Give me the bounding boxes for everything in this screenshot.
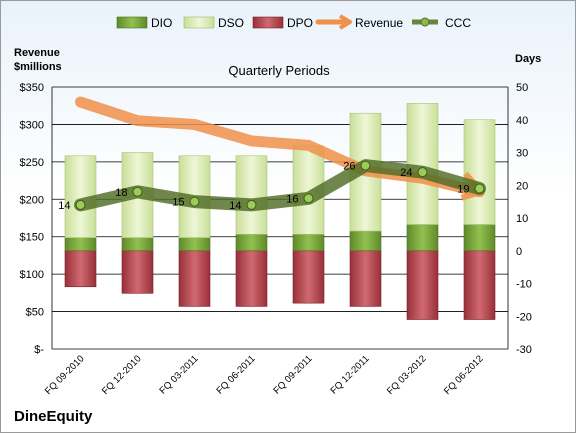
bar-dpo bbox=[178, 250, 211, 307]
legend-arrowhead-revenue bbox=[338, 14, 352, 30]
right-tick-label: 20 bbox=[516, 180, 528, 192]
right-tick-label: -30 bbox=[516, 344, 532, 356]
ccc-point bbox=[132, 186, 143, 197]
bar-dio bbox=[235, 234, 268, 252]
left-tick-label: $300 bbox=[20, 119, 44, 131]
ccc-point bbox=[246, 199, 257, 210]
category-label: FQ 12-2010 bbox=[100, 353, 144, 397]
bar-dpo bbox=[406, 250, 439, 320]
lines-layer: 14 18 15 14 16 26 24 19 bbox=[58, 96, 486, 212]
bar-dpo bbox=[463, 250, 496, 320]
right-tick-label: -20 bbox=[516, 311, 532, 323]
legend-label-ccc: CCC bbox=[445, 16, 471, 30]
left-tick-label: $100 bbox=[20, 269, 44, 281]
legend: DIO DSO DPO Revenue CCC bbox=[116, 14, 471, 30]
left-tick-label: $150 bbox=[20, 232, 44, 244]
category-label: FQ 06-2012 bbox=[442, 353, 486, 397]
ccc-point bbox=[417, 167, 428, 178]
left-tick-label: $350 bbox=[20, 82, 44, 94]
ccc-point bbox=[303, 193, 314, 204]
legend-label-revenue: Revenue bbox=[355, 16, 403, 30]
bar-dio bbox=[406, 224, 439, 252]
tick-labels: $- $50 $100 $150 $200 $250 $300 $350 -30 -20 -10 0 1… bbox=[20, 82, 532, 397]
right-tick-label: -10 bbox=[516, 279, 532, 291]
ccc-data-label: 24 bbox=[400, 167, 412, 179]
category-label: FQ 06-2011 bbox=[214, 353, 257, 396]
ccc-point bbox=[189, 196, 200, 207]
left-tick-label: $200 bbox=[20, 194, 44, 206]
ccc-data-label: 19 bbox=[457, 184, 469, 196]
legend-label-dso: DSO bbox=[218, 16, 244, 30]
category-label: FQ 12-2011 bbox=[328, 353, 371, 396]
right-tick-label: 10 bbox=[516, 213, 528, 225]
gridlines bbox=[51, 86, 509, 350]
ccc-line bbox=[74, 159, 486, 212]
ccc-data-label: 18 bbox=[115, 187, 127, 199]
left-tick-label: $50 bbox=[26, 307, 44, 319]
bar-dso bbox=[463, 119, 496, 225]
ccc-point bbox=[360, 160, 371, 171]
left-tick-label: $- bbox=[34, 344, 44, 356]
legend-marker-ccc bbox=[420, 17, 430, 27]
ccc-point bbox=[75, 199, 86, 210]
left-axis-title-line2: $millions bbox=[14, 61, 62, 73]
category-label: FQ 09-2010 bbox=[43, 353, 87, 397]
right-axis-title: Days bbox=[515, 53, 541, 65]
legend-label-dpo: DPO bbox=[287, 16, 313, 30]
legend-label-dio: DIO bbox=[151, 16, 172, 30]
right-tick-label: 50 bbox=[516, 82, 528, 94]
bar-dpo bbox=[121, 250, 154, 294]
ccc-data-label: 14 bbox=[58, 200, 70, 212]
company-name: DineEquity bbox=[14, 408, 93, 425]
category-label: FQ 03-2012 bbox=[385, 353, 429, 397]
bar-dio bbox=[292, 234, 325, 252]
bar-dpo bbox=[349, 250, 382, 307]
category-label: FQ 03-2011 bbox=[157, 353, 200, 396]
ccc-data-label: 16 bbox=[286, 193, 298, 205]
bar-dio bbox=[64, 237, 97, 252]
category-label: FQ 09-2011 bbox=[271, 353, 314, 396]
bar-dpo bbox=[292, 250, 325, 304]
ccc-point bbox=[474, 183, 485, 194]
bar-dio bbox=[121, 237, 154, 252]
ccc-data-label: 14 bbox=[229, 200, 241, 212]
bars-layer bbox=[64, 103, 496, 320]
bar-dso bbox=[406, 103, 439, 225]
ccc-data-label: 26 bbox=[343, 161, 355, 173]
left-axis-title-line1: Revenue bbox=[14, 47, 60, 59]
chart-title: Quarterly Periods bbox=[228, 63, 330, 78]
ccc-data-label: 15 bbox=[172, 197, 184, 209]
bar-dso bbox=[235, 155, 268, 235]
bar-dio bbox=[178, 237, 211, 252]
legend-swatch-dso bbox=[183, 16, 215, 29]
bar-dpo bbox=[235, 250, 268, 307]
bar-dio bbox=[463, 224, 496, 252]
legend-swatch-dio bbox=[116, 16, 148, 29]
legend-swatch-dpo bbox=[252, 16, 284, 29]
right-tick-label: 40 bbox=[516, 115, 528, 127]
bar-dpo bbox=[64, 250, 97, 288]
left-tick-label: $250 bbox=[20, 157, 44, 169]
bar-dio bbox=[349, 230, 382, 252]
right-tick-label: 0 bbox=[516, 246, 522, 258]
right-tick-label: 30 bbox=[516, 148, 528, 160]
